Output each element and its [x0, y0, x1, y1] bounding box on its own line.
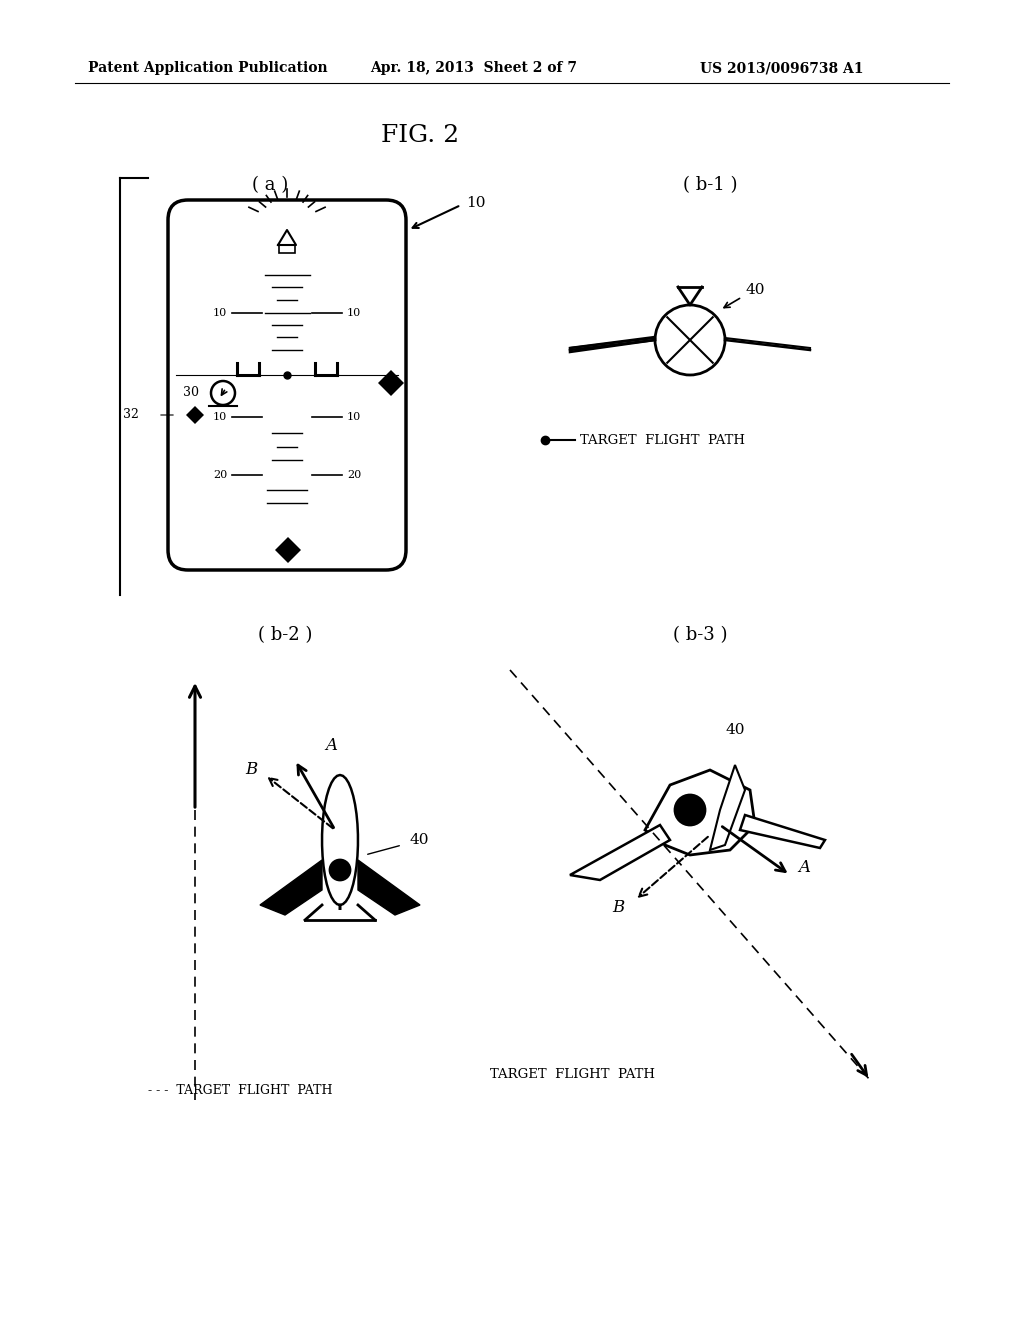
Text: Patent Application Publication: Patent Application Publication	[88, 61, 328, 75]
Text: 30: 30	[183, 387, 199, 400]
Polygon shape	[710, 766, 745, 850]
Text: FIG. 2: FIG. 2	[381, 124, 459, 147]
Text: B: B	[612, 899, 625, 916]
Polygon shape	[570, 337, 655, 352]
Text: 20: 20	[347, 470, 361, 480]
Text: ( a ): ( a )	[252, 176, 288, 194]
Circle shape	[655, 305, 725, 375]
Polygon shape	[570, 825, 670, 880]
Text: 40: 40	[725, 723, 744, 737]
Text: 10: 10	[213, 412, 227, 422]
Text: A: A	[325, 737, 337, 754]
Polygon shape	[740, 814, 825, 847]
Text: 20: 20	[213, 470, 227, 480]
Polygon shape	[275, 537, 301, 564]
Polygon shape	[186, 407, 204, 424]
Text: 40: 40	[745, 282, 765, 297]
Polygon shape	[260, 861, 322, 915]
Text: ( b-3 ): ( b-3 )	[673, 626, 727, 644]
Text: 10: 10	[213, 308, 227, 318]
Text: US 2013/0096738 A1: US 2013/0096738 A1	[700, 61, 863, 75]
Polygon shape	[358, 861, 420, 915]
Text: 10: 10	[347, 412, 361, 422]
Text: 40: 40	[410, 833, 429, 847]
Text: ( b-1 ): ( b-1 )	[683, 176, 737, 194]
Text: 10: 10	[466, 195, 485, 210]
Text: TARGET  FLIGHT  PATH: TARGET FLIGHT PATH	[580, 433, 745, 446]
Circle shape	[211, 381, 234, 405]
FancyBboxPatch shape	[168, 201, 406, 570]
Text: TARGET  FLIGHT  PATH: TARGET FLIGHT PATH	[490, 1068, 655, 1081]
Text: 10: 10	[347, 308, 361, 318]
Bar	[279, 246, 295, 253]
Circle shape	[330, 861, 350, 880]
Circle shape	[675, 795, 705, 825]
Text: 32: 32	[123, 408, 139, 421]
Polygon shape	[323, 775, 358, 909]
Polygon shape	[645, 770, 755, 855]
Text: ( b-2 ): ( b-2 )	[258, 626, 312, 644]
Text: B: B	[245, 762, 257, 779]
Text: Apr. 18, 2013  Sheet 2 of 7: Apr. 18, 2013 Sheet 2 of 7	[370, 61, 577, 75]
Text: A: A	[798, 859, 810, 876]
Polygon shape	[378, 370, 404, 396]
Text: - - -  TARGET  FLIGHT  PATH: - - - TARGET FLIGHT PATH	[148, 1084, 333, 1097]
